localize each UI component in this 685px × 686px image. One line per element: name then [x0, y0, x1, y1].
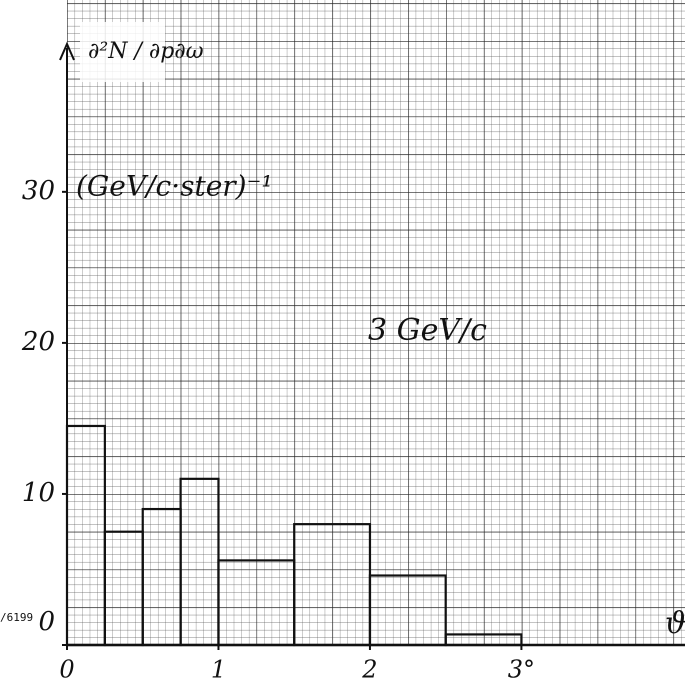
- annotation: 3 GeV/c: [368, 313, 487, 348]
- label-backing: [80, 22, 165, 82]
- y-unit: (GeV/c·ster)⁻¹: [76, 170, 273, 203]
- y-tick-label: 30: [22, 176, 55, 206]
- x-tick-label: 3°: [508, 656, 535, 684]
- side-label: /6199: [0, 611, 33, 624]
- graph-paper: [67, 0, 685, 645]
- bar: [444, 633, 523, 647]
- y-tick-label: 0: [38, 607, 55, 637]
- y-axis-label: ∂²N / ∂p∂ω: [88, 39, 204, 64]
- y-tick-label: 20: [21, 327, 55, 357]
- x-axis-label: ϑ: [665, 606, 685, 641]
- x-tick-label: 1: [211, 656, 226, 684]
- y-axis-arrow: [59, 41, 75, 61]
- x-tick-label: 2: [361, 656, 377, 684]
- bar: [368, 574, 447, 647]
- y-tick-label: 10: [22, 478, 55, 508]
- x-tick-label: 0: [59, 656, 74, 684]
